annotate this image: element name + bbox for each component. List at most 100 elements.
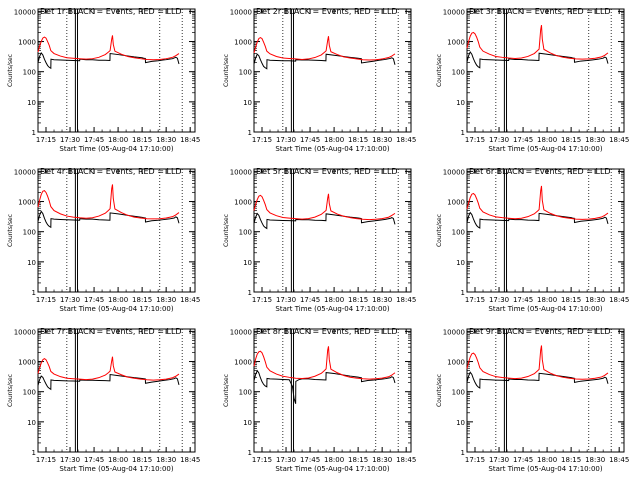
y-tick-label: 100 [23, 389, 36, 397]
y-tick-label: 1000 [447, 359, 465, 367]
x-tick-label: 18:45 [609, 296, 629, 304]
x-tick-label: 17:45 [300, 136, 320, 144]
x-tick-label: 17:45 [300, 296, 320, 304]
x-axis-label: Start Time (05-Aug-04 17:10:00) [275, 465, 389, 473]
panel-title: Det 3r BLACK = Events, RED = LLD [469, 7, 611, 16]
y-tick-label: 10000 [443, 8, 465, 16]
y-tick-label: 10 [27, 419, 36, 427]
y-tick-label: 100 [23, 229, 36, 237]
plot-frame [253, 8, 412, 133]
panel-title: Det 5r BLACK = Events, RED = LLD [256, 167, 398, 176]
events-series-line [466, 211, 609, 229]
y-tick-label: 1 [461, 129, 465, 137]
y-tick-label: 1 [461, 449, 465, 457]
y-tick-label: 100 [452, 69, 465, 77]
y-tick-label: 10000 [443, 168, 465, 176]
y-tick-label: 1 [32, 449, 36, 457]
x-tick-label: 18:15 [348, 136, 368, 144]
events-series-line [466, 371, 609, 389]
x-tick-label: 18:15 [561, 296, 581, 304]
x-tick-label: 17:30 [276, 456, 296, 464]
x-tick-label: 17:15 [465, 136, 485, 144]
lld-series-line [37, 35, 180, 61]
y-tick-label: 10 [456, 259, 465, 267]
x-tick-label: 18:15 [132, 136, 152, 144]
lld-series-line [466, 25, 609, 60]
panel-title: Det 8r BLACK = Events, RED = LLD [256, 327, 398, 336]
y-tick-label: 1000 [234, 39, 252, 47]
y-tick-label: 10 [27, 259, 36, 267]
lld-series-line [37, 184, 180, 220]
x-tick-label: 18:00 [108, 296, 128, 304]
x-tick-label: 17:30 [60, 296, 80, 304]
y-tick-label: 100 [23, 69, 36, 77]
y-tick-label: 100 [239, 229, 252, 237]
x-tick-label: 18:30 [585, 296, 605, 304]
plot-frame [37, 168, 196, 293]
y-axis-label: Counts/sec [436, 54, 443, 87]
x-tick-label: 17:15 [36, 456, 56, 464]
y-axis-label: Counts/sec [223, 374, 230, 407]
y-tick-label: 10 [243, 419, 252, 427]
x-tick-label: 18:15 [561, 456, 581, 464]
x-tick-label: 18:45 [609, 456, 629, 464]
y-tick-label: 1000 [447, 199, 465, 207]
y-tick-label: 10000 [14, 8, 36, 16]
panel-title: Det 1r BLACK = Events, RED = LLD [40, 7, 182, 16]
y-tick-label: 10 [456, 419, 465, 427]
panel-title: Det 4r BLACK = Events, RED = LLD [40, 167, 182, 176]
events-series-line [253, 369, 396, 404]
x-tick-label: 18:45 [180, 456, 200, 464]
x-tick-label: 17:45 [513, 456, 533, 464]
x-tick-label: 17:45 [513, 296, 533, 304]
y-tick-label: 10000 [14, 168, 36, 176]
x-tick-label: 18:15 [348, 296, 368, 304]
x-axis-label: Start Time (05-Aug-04 17:10:00) [488, 305, 602, 313]
x-tick-label: 18:30 [372, 136, 392, 144]
x-tick-label: 17:15 [465, 456, 485, 464]
y-axis-label: Counts/sec [436, 374, 443, 407]
y-tick-label: 1 [248, 289, 252, 297]
x-tick-label: 18:45 [180, 136, 200, 144]
plot-frame [37, 328, 196, 453]
y-axis-label: Counts/sec [7, 374, 14, 407]
x-axis-label: Start Time (05-Aug-04 17:10:00) [59, 305, 173, 313]
x-tick-label: 18:30 [372, 296, 392, 304]
chart-panel-3: 1 10 100 1000 10000 17:15 17:30 17:45 18:00 18:15… [436, 7, 629, 153]
x-tick-label: 17:45 [84, 296, 104, 304]
y-tick-label: 1000 [18, 39, 36, 47]
x-tick-label: 18:30 [585, 136, 605, 144]
x-tick-label: 18:45 [609, 136, 629, 144]
plot-frame [466, 168, 625, 293]
plot-frame [253, 328, 412, 453]
x-tick-label: 18:15 [132, 456, 152, 464]
x-tick-label: 18:30 [585, 456, 605, 464]
chart-panel-6: 1 10 100 1000 10000 17:15 17:30 17:45 18:00 18:15… [436, 167, 629, 313]
x-tick-label: 18:45 [396, 136, 416, 144]
x-tick-label: 18:00 [324, 136, 344, 144]
y-tick-label: 10000 [230, 8, 252, 16]
chart-panel-8: 1 10 100 1000 10000 17:15 17:30 17:45 18:00 18:15… [223, 327, 416, 473]
x-tick-label: 17:30 [489, 296, 509, 304]
x-tick-label: 17:15 [252, 296, 272, 304]
y-axis-label: Counts/sec [7, 214, 14, 247]
y-tick-label: 10000 [443, 328, 465, 336]
chart-panel-1: 1 10 100 1000 10000 17:15 17:30 17:45 18:00 18:15… [7, 7, 200, 153]
lld-series-line [253, 346, 396, 380]
x-tick-label: 17:30 [489, 136, 509, 144]
y-axis-label: Counts/sec [436, 214, 443, 247]
y-tick-label: 1 [461, 289, 465, 297]
lld-series-line [37, 356, 180, 381]
x-tick-label: 17:45 [300, 456, 320, 464]
plot-frame [466, 328, 625, 453]
events-series-line [37, 210, 180, 229]
y-tick-label: 1000 [234, 359, 252, 367]
y-tick-label: 10 [456, 99, 465, 107]
y-tick-label: 100 [452, 389, 465, 397]
y-tick-label: 1 [32, 129, 36, 137]
y-tick-label: 10000 [230, 328, 252, 336]
y-tick-label: 10 [243, 259, 252, 267]
events-series-line [37, 51, 180, 70]
x-tick-label: 17:15 [36, 136, 56, 144]
